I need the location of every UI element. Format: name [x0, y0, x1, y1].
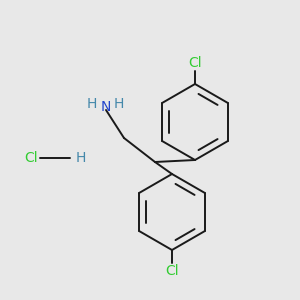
Text: Cl: Cl [24, 151, 38, 165]
Text: Cl: Cl [188, 56, 202, 70]
Text: H: H [114, 97, 124, 111]
Text: N: N [101, 100, 111, 114]
Text: H: H [76, 151, 86, 165]
Text: Cl: Cl [165, 264, 179, 278]
Text: H: H [87, 97, 97, 111]
